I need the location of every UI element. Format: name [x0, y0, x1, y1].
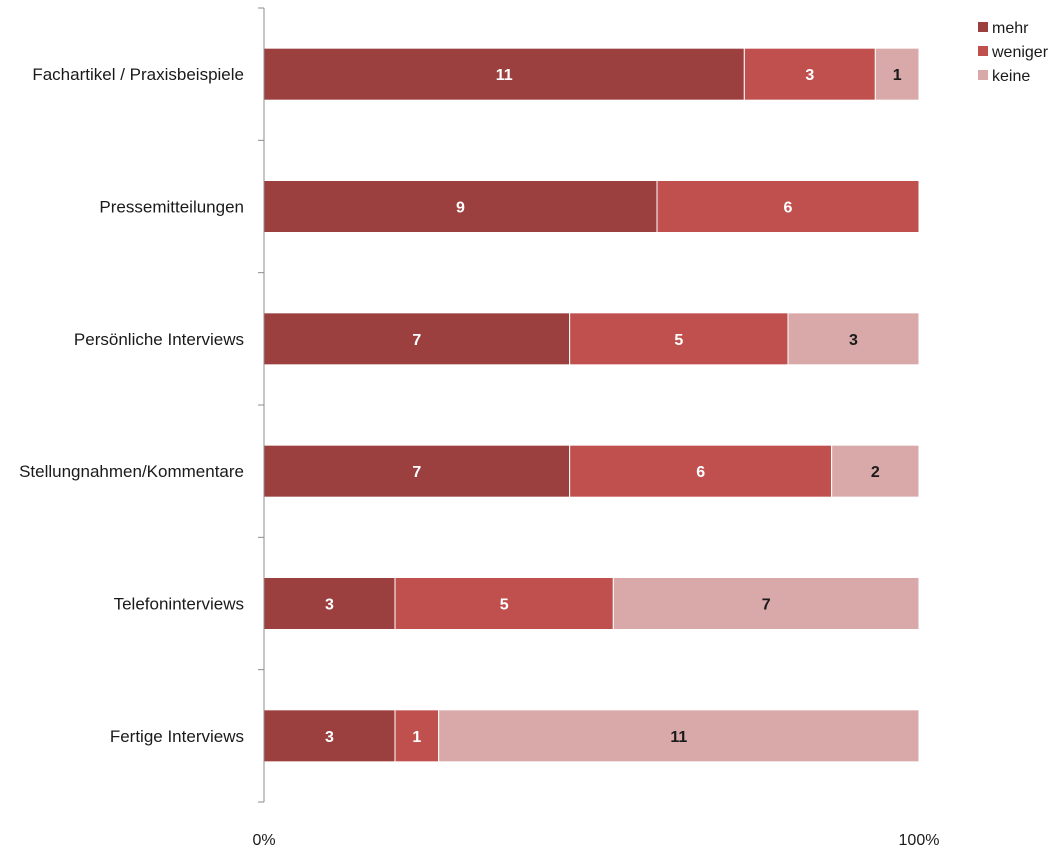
value-label-mehr-4: 7 — [412, 464, 421, 481]
value-label-mehr-3: 7 — [412, 332, 421, 349]
legend-label-keine: keine — [992, 68, 1030, 85]
category-labels-group: Fachartikel / Praxisbeispiele Pressemitte… — [19, 65, 244, 746]
legend-swatch-keine — [978, 70, 988, 80]
value-label-weniger-5: 5 — [500, 597, 509, 614]
value-label-mehr-1: 11 — [496, 67, 513, 84]
legend-swatch-mehr — [978, 22, 988, 32]
legend: mehr weniger keine — [978, 20, 1049, 85]
category-label-5: Telefoninterviews — [114, 595, 244, 614]
bar-segment-weniger-6 — [394, 709, 440, 763]
value-label-weniger-1: 3 — [805, 67, 814, 84]
value-label-mehr-5: 3 — [325, 597, 334, 614]
value-label-weniger-2: 6 — [784, 200, 793, 217]
bar-segment-weniger-4 — [569, 444, 833, 498]
value-labels-group: 11 3 19 67 5 37 6 23 5 73 1 11 — [325, 67, 902, 746]
legend-swatch-weniger — [978, 46, 988, 56]
bar-segment-mehr-5 — [263, 577, 396, 630]
category-label-3: Persönliche Interviews — [74, 330, 244, 349]
category-label-4: Stellungnahmen/Kommentare — [19, 462, 244, 481]
x-tick-label-1: 0% — [252, 832, 275, 849]
value-label-weniger-4: 6 — [696, 464, 705, 481]
value-label-mehr-2: 9 — [456, 200, 465, 217]
bar-segment-weniger-1 — [743, 47, 876, 101]
bar-segment-weniger-5 — [394, 577, 614, 630]
value-label-mehr-6: 3 — [325, 729, 334, 746]
value-label-keine-5: 7 — [762, 597, 771, 614]
x-tick-label-2: 100% — [899, 832, 940, 849]
bar-segment-keine-1 — [874, 47, 920, 101]
bar-segment-mehr-1 — [263, 47, 745, 101]
value-label-keine-1: 1 — [893, 67, 902, 84]
bar-segment-keine-5 — [612, 577, 920, 630]
bar-segment-weniger-2 — [656, 180, 920, 233]
legend-label-mehr: mehr — [992, 20, 1029, 37]
category-label-6: Fertige Interviews — [110, 727, 244, 746]
value-label-keine-3: 3 — [849, 332, 858, 349]
category-label-1: Fachartikel / Praxisbeispiele — [32, 65, 244, 84]
value-label-keine-6: 11 — [670, 729, 687, 746]
axis-group: 0% 100% — [252, 7, 940, 849]
bar-segment-mehr-3 — [263, 312, 571, 366]
legend-label-weniger: weniger — [991, 44, 1049, 61]
value-label-keine-4: 2 — [871, 464, 880, 481]
category-label-2: Pressemitteilungen — [99, 198, 244, 217]
value-label-weniger-3: 5 — [674, 332, 683, 349]
bar-segment-keine-3 — [787, 312, 920, 366]
value-label-weniger-6: 1 — [412, 729, 421, 746]
bar-segment-mehr-2 — [263, 180, 658, 233]
bar-segment-weniger-3 — [569, 312, 789, 366]
bar-segment-keine-4 — [831, 444, 920, 498]
bar-segment-keine-6 — [438, 709, 920, 763]
bars-group — [263, 47, 920, 763]
